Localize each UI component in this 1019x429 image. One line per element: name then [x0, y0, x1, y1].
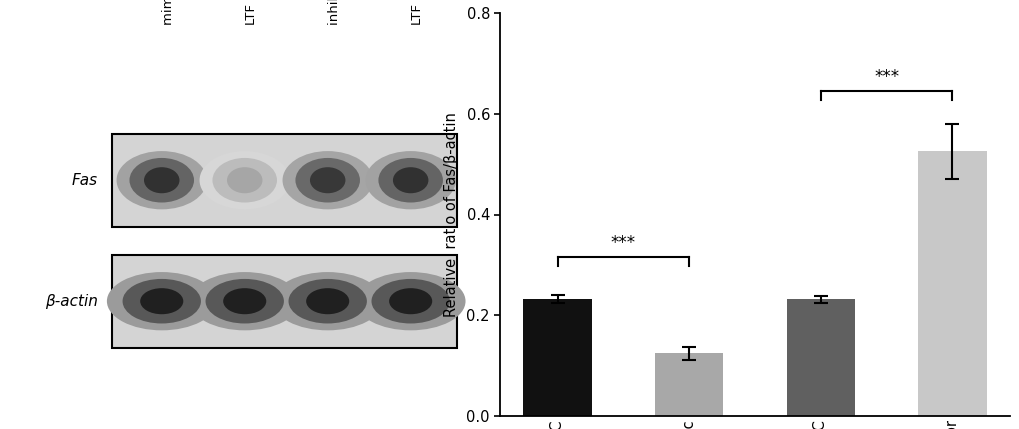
Ellipse shape: [365, 151, 455, 209]
Ellipse shape: [140, 288, 183, 314]
Ellipse shape: [388, 288, 432, 314]
Bar: [654, 353, 722, 416]
Ellipse shape: [288, 279, 367, 323]
Ellipse shape: [378, 158, 442, 202]
Text: β-actin: β-actin: [45, 294, 98, 309]
Text: ***: ***: [610, 234, 636, 252]
Ellipse shape: [200, 151, 289, 209]
Ellipse shape: [122, 279, 201, 323]
Ellipse shape: [392, 167, 428, 193]
Text: LTF mimic: LTF mimic: [245, 0, 258, 25]
Ellipse shape: [190, 272, 300, 330]
Ellipse shape: [310, 167, 345, 193]
Bar: [917, 151, 985, 416]
FancyBboxPatch shape: [111, 134, 457, 227]
Bar: [786, 299, 854, 416]
Text: Fas: Fas: [71, 173, 98, 188]
Ellipse shape: [296, 158, 360, 202]
Ellipse shape: [129, 158, 194, 202]
Text: mimic NC: mimic NC: [162, 0, 174, 25]
Text: ***: ***: [873, 68, 899, 86]
Ellipse shape: [356, 272, 465, 330]
Ellipse shape: [206, 279, 283, 323]
Ellipse shape: [144, 167, 179, 193]
Bar: [523, 299, 591, 416]
Ellipse shape: [212, 158, 277, 202]
Text: inhibitor NC: inhibitor NC: [327, 0, 340, 25]
Ellipse shape: [272, 272, 382, 330]
Ellipse shape: [282, 151, 373, 209]
Text: LTF inhibitor: LTF inhibitor: [411, 0, 423, 25]
Ellipse shape: [227, 167, 262, 193]
Ellipse shape: [371, 279, 449, 323]
Ellipse shape: [107, 272, 216, 330]
Ellipse shape: [223, 288, 266, 314]
Ellipse shape: [116, 151, 207, 209]
Y-axis label: Relative  ratio of Fas/β-actin: Relative ratio of Fas/β-actin: [444, 112, 459, 317]
Ellipse shape: [306, 288, 348, 314]
FancyBboxPatch shape: [111, 255, 457, 347]
